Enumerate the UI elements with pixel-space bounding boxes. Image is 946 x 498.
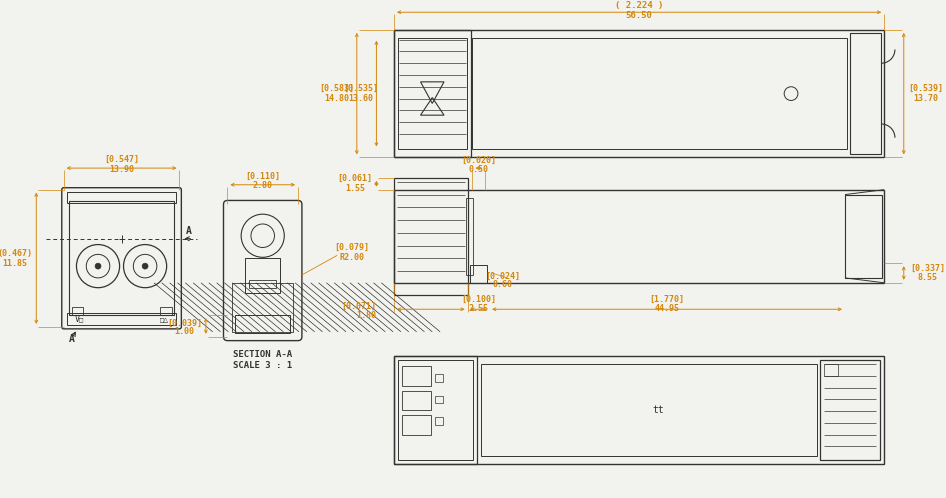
Text: [0.061]: [0.061] xyxy=(338,174,373,183)
Text: [0.547]: [0.547] xyxy=(104,155,139,164)
Text: [0.100]: [0.100] xyxy=(461,295,496,304)
Bar xyxy=(394,356,478,464)
Text: [0.039]: [0.039] xyxy=(166,319,201,328)
Text: V: V xyxy=(75,315,80,324)
Bar xyxy=(402,415,431,435)
Bar xyxy=(69,201,174,315)
Bar xyxy=(160,307,171,315)
Bar xyxy=(72,307,83,315)
Bar xyxy=(394,190,885,283)
Bar xyxy=(850,33,882,154)
Text: [0.071]: [0.071] xyxy=(342,302,377,311)
Circle shape xyxy=(96,263,101,269)
Text: [0.020]: [0.020] xyxy=(462,156,497,165)
Bar xyxy=(402,366,431,386)
Bar xyxy=(66,192,177,203)
Text: △: △ xyxy=(163,315,168,324)
Text: 13.60: 13.60 xyxy=(348,94,374,103)
Text: 44.95: 44.95 xyxy=(655,304,679,313)
Text: A: A xyxy=(69,334,75,344)
Bar xyxy=(236,315,290,333)
Text: 13.70: 13.70 xyxy=(913,94,937,103)
Text: ( 2.224 ): ( 2.224 ) xyxy=(615,1,663,10)
Text: [0.110]: [0.110] xyxy=(245,171,280,180)
Bar xyxy=(820,360,880,460)
Bar xyxy=(402,390,431,410)
Text: [0.337]: [0.337] xyxy=(910,263,945,272)
Text: □: □ xyxy=(160,316,164,322)
Bar xyxy=(398,360,473,460)
Text: 0.60: 0.60 xyxy=(493,280,513,289)
Text: 0.50: 0.50 xyxy=(469,164,489,174)
Bar xyxy=(233,283,293,332)
Bar xyxy=(435,395,443,403)
Text: [1.770]: [1.770] xyxy=(650,295,685,304)
Text: (0.467): (0.467) xyxy=(0,249,32,258)
Bar xyxy=(394,356,885,464)
Bar xyxy=(249,280,276,288)
Bar xyxy=(398,38,466,149)
Text: [0.583]: [0.583] xyxy=(320,84,355,93)
Bar xyxy=(469,265,487,283)
Text: [0.024]: [0.024] xyxy=(485,271,520,280)
Text: 1.55: 1.55 xyxy=(345,184,365,193)
Text: 1.00: 1.00 xyxy=(174,327,194,336)
Text: A: A xyxy=(186,226,192,236)
Bar xyxy=(394,30,885,157)
Text: 11.85: 11.85 xyxy=(2,258,27,268)
Text: tt: tt xyxy=(653,405,665,415)
Text: SCALE 3 : 1: SCALE 3 : 1 xyxy=(233,361,292,370)
Bar xyxy=(394,178,467,294)
Circle shape xyxy=(142,263,148,269)
Text: 2.80: 2.80 xyxy=(253,181,272,190)
Text: R2.00: R2.00 xyxy=(340,253,364,262)
Bar xyxy=(482,364,816,456)
Text: 2.55: 2.55 xyxy=(468,304,488,313)
Text: 1.80: 1.80 xyxy=(357,311,377,320)
Text: SECTION A-A: SECTION A-A xyxy=(233,350,292,359)
Bar xyxy=(245,258,280,293)
Text: 13.90: 13.90 xyxy=(109,164,134,174)
Text: 8.55: 8.55 xyxy=(918,273,937,282)
Text: [0.535]: [0.535] xyxy=(343,84,378,93)
Bar xyxy=(472,38,847,149)
Text: [0.539]: [0.539] xyxy=(908,84,943,93)
Bar xyxy=(824,364,838,376)
Bar xyxy=(465,198,473,275)
Bar xyxy=(394,30,470,157)
Text: [0.079]: [0.079] xyxy=(334,243,369,252)
Bar xyxy=(435,374,443,382)
Bar xyxy=(845,195,883,278)
Text: 14.80: 14.80 xyxy=(324,94,350,103)
Bar xyxy=(66,313,177,325)
Text: 56.50: 56.50 xyxy=(625,10,653,20)
Bar xyxy=(435,417,443,425)
Text: □: □ xyxy=(79,316,83,322)
